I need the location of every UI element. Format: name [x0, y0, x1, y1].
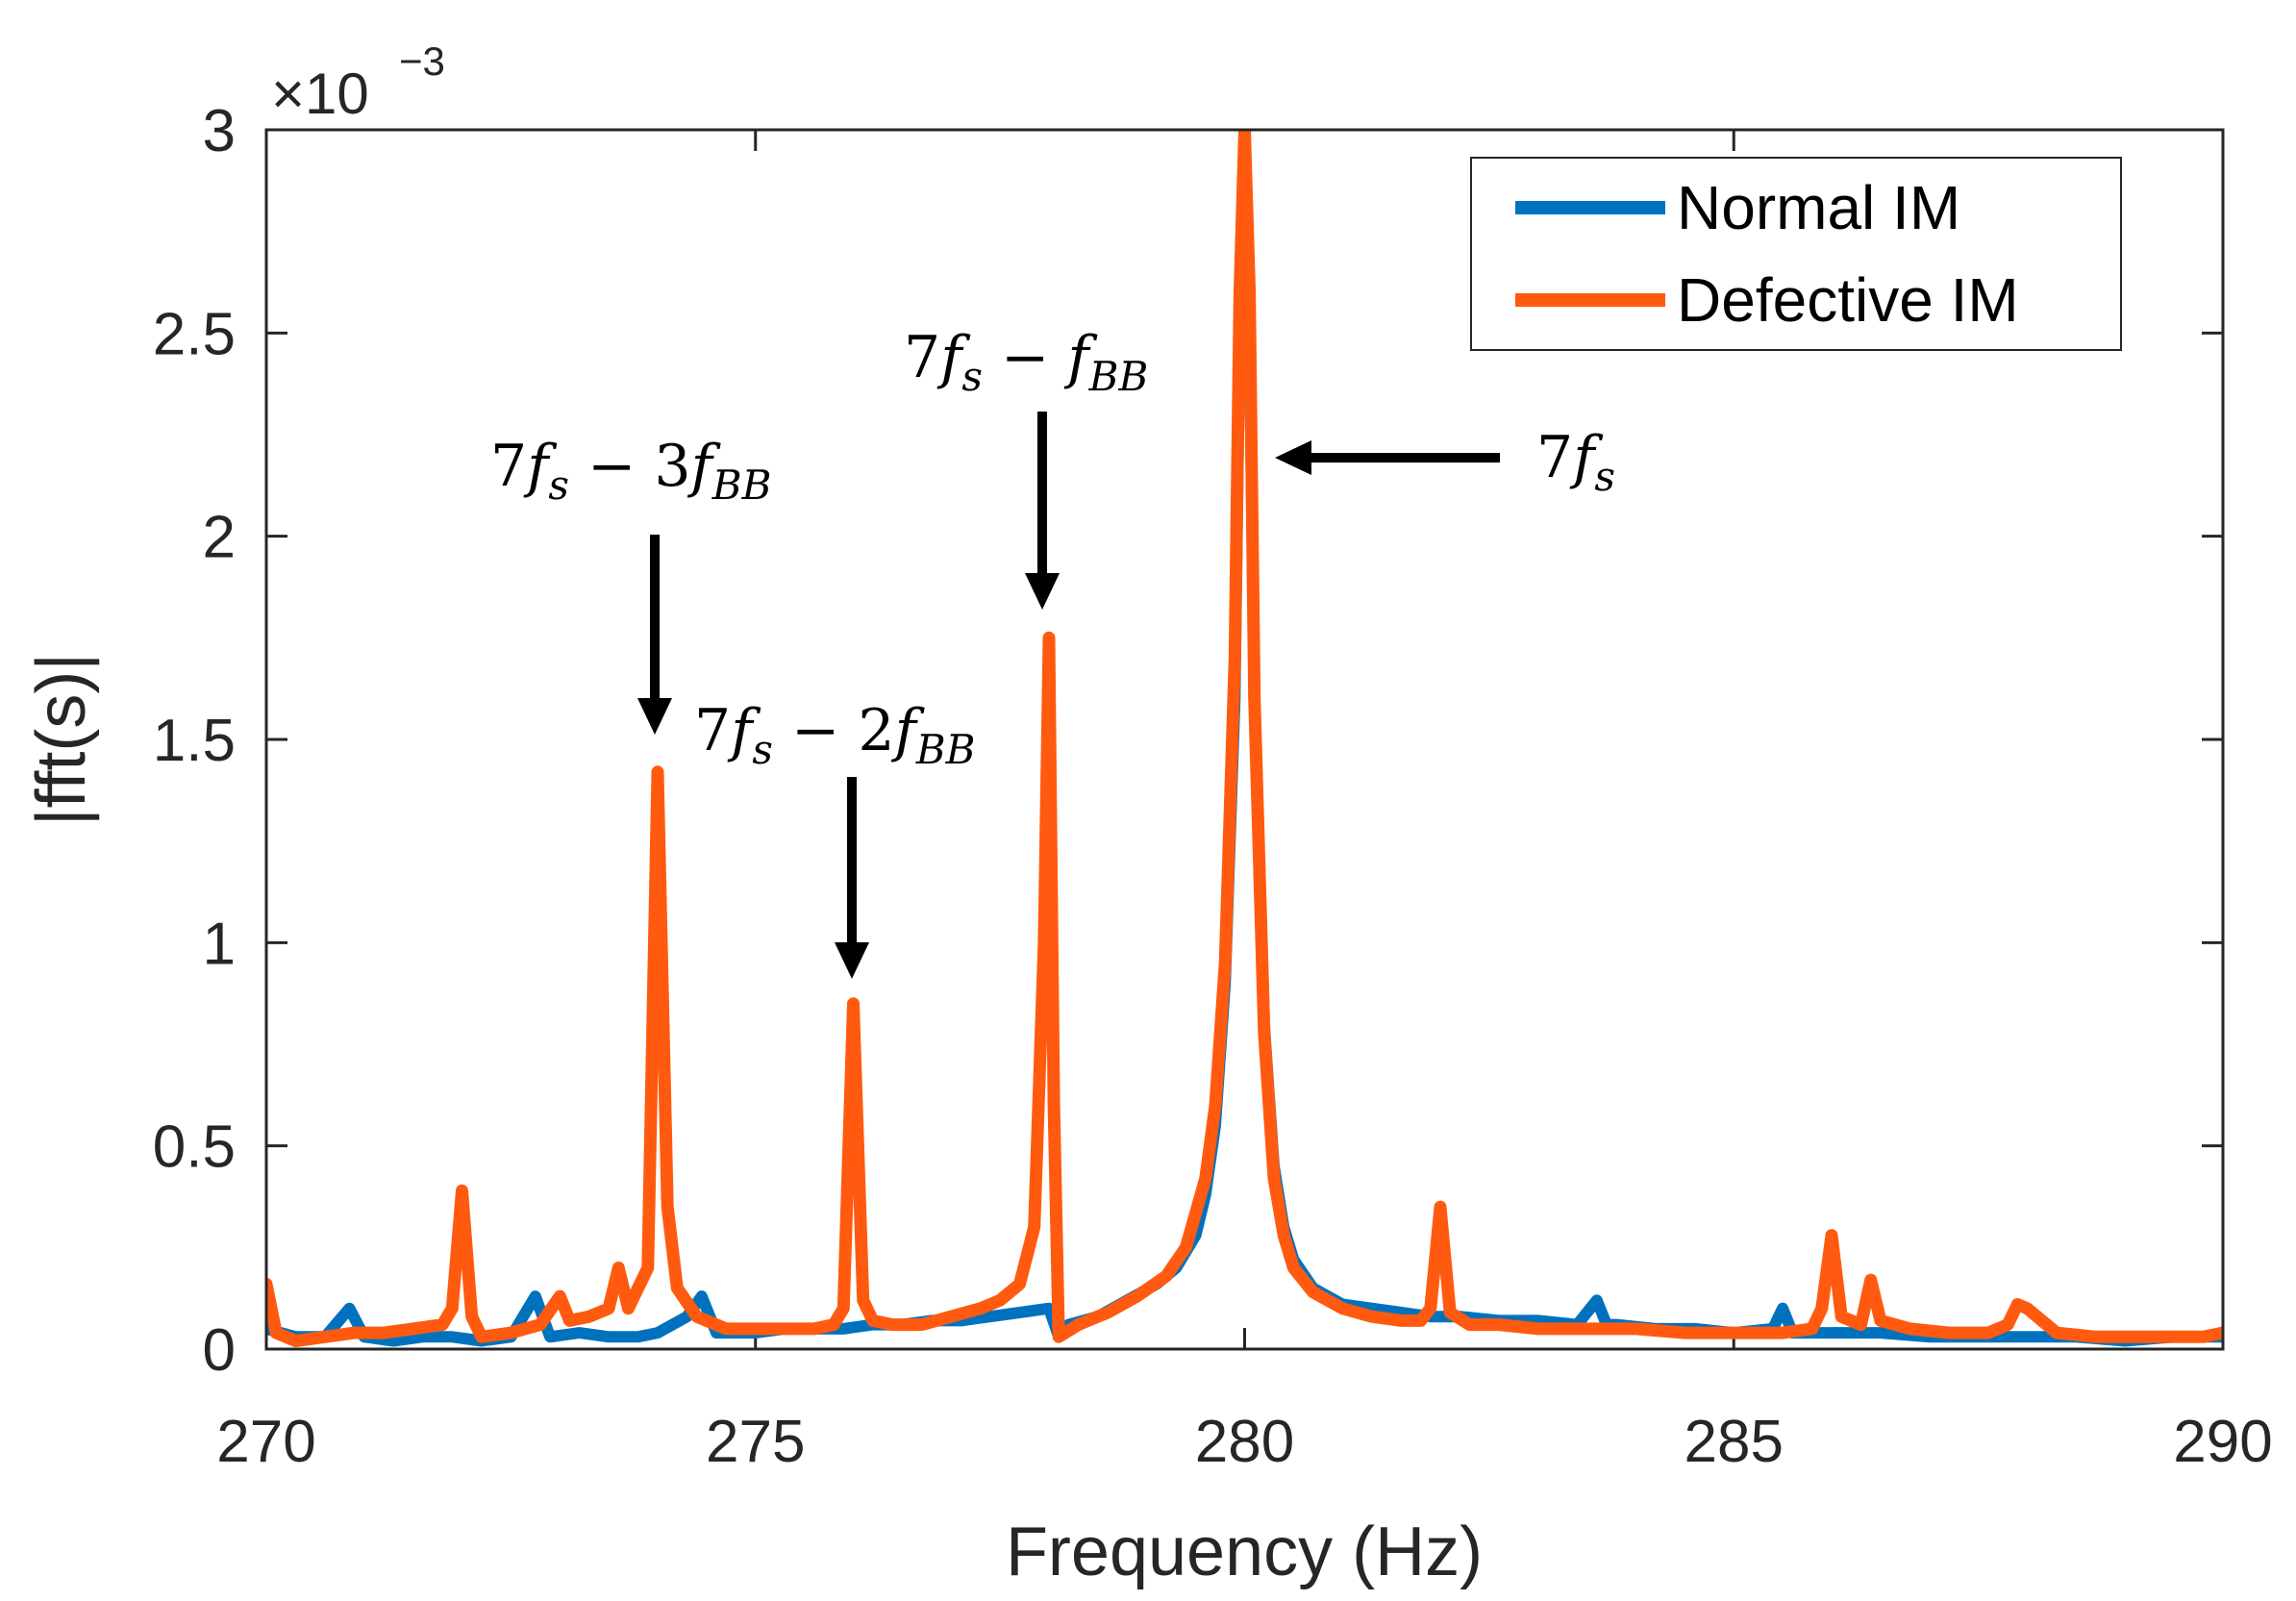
- series-layer: [266, 130, 2223, 1347]
- y-tick-label: 1: [203, 911, 236, 977]
- y-axis-label: |fft(s)|: [23, 653, 100, 826]
- arrowhead-left-icon: [1275, 440, 1311, 475]
- annotation-7fs-2fbb: 7fs − 2fBB: [694, 697, 976, 979]
- y-scale-exponent: −3: [399, 38, 445, 84]
- tick-labels: 270 275 280 285 290 0 0.5 1 1.5 2 2.5 3: [153, 98, 2273, 1475]
- y-tick-label: 2.5: [153, 301, 236, 367]
- annotations: 7fs 7fs − fBB 7fs − 2fBB 7fs − 3fBB: [490, 324, 1615, 979]
- annotation-7fs: 7fs: [1275, 424, 1615, 500]
- series-line-defective-im: [266, 130, 2223, 1347]
- x-axis-label: Frequency (Hz): [1006, 1513, 1483, 1590]
- y-tick-label: 0.5: [153, 1114, 236, 1181]
- x-tick-label: 285: [1685, 1409, 1784, 1475]
- y-scale-factor: ×10 −3: [271, 38, 445, 126]
- x-tick-label: 275: [706, 1409, 805, 1475]
- arrowhead-down-icon: [637, 698, 672, 735]
- arrowhead-down-icon: [1025, 573, 1060, 610]
- legend-box: [1470, 157, 2122, 351]
- x-tick-label: 290: [2173, 1409, 2272, 1475]
- legend-label-normal: Normal IM: [1677, 173, 1960, 242]
- y-tick-label: 2: [203, 505, 236, 571]
- y-tick-label: 0: [203, 1317, 236, 1384]
- plot-frame: [264, 128, 2225, 1351]
- x-tick-label: 280: [1195, 1409, 1294, 1475]
- arrowhead-down-icon: [835, 942, 869, 979]
- legend: Normal IM Defective IM: [1470, 157, 2122, 351]
- legend-label-defective: Defective IM: [1677, 265, 2019, 335]
- annotation-label-7fs-2fbb: 7fs − 2fBB: [694, 697, 976, 773]
- annotation-label-7fs: 7fs: [1536, 424, 1615, 500]
- annotation-label-7fs-3fbb: 7fs − 3fBB: [490, 433, 772, 509]
- y-scale-base: ×10: [271, 62, 369, 126]
- y-tick-label: 3: [203, 98, 236, 164]
- annotation-7fs-3fbb: 7fs − 3fBB: [490, 433, 772, 735]
- x-tick-label: 270: [216, 1409, 315, 1475]
- y-tick-label: 1.5: [153, 708, 236, 774]
